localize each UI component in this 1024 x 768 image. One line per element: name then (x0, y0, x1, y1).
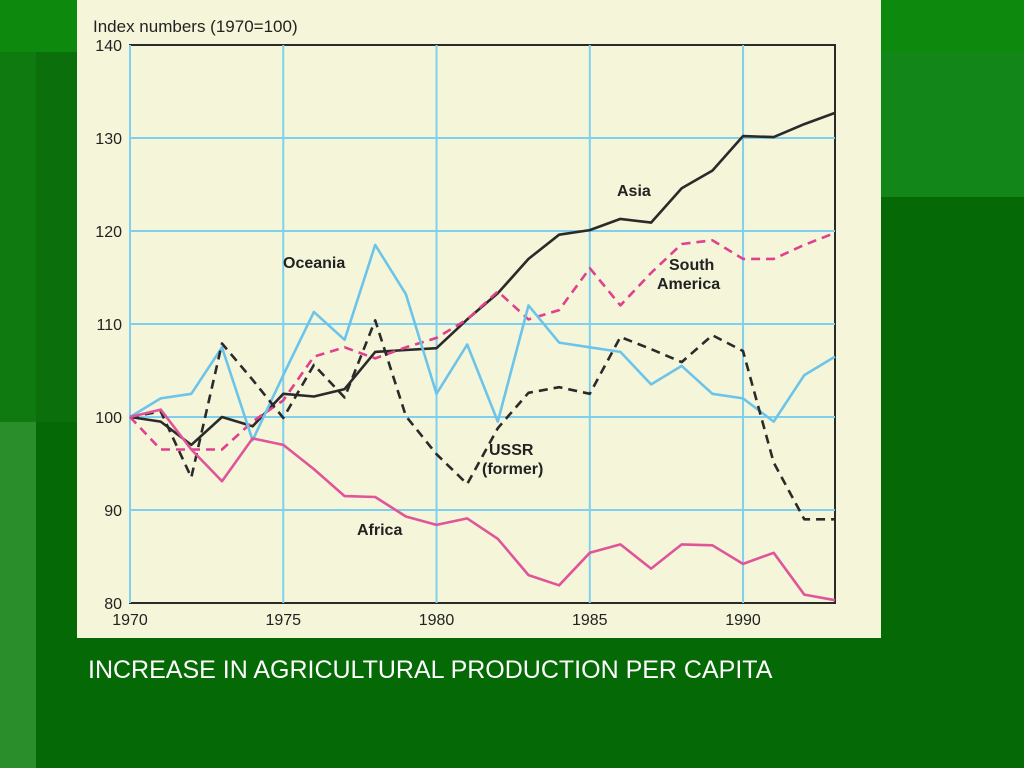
x-tick-label-1970: 1970 (112, 612, 148, 629)
annotation-america: America (657, 276, 720, 293)
annotations: Asia South America Oceania USSR (former)… (283, 183, 720, 539)
line-chart: Index numbers (1970=100) 1970 1975 1980 198… (93, 17, 836, 629)
annotation-oceania: Oceania (283, 255, 345, 272)
series-lines (129, 111, 836, 602)
background-right-band (880, 52, 1024, 197)
x-tick-label-1975: 1975 (265, 612, 301, 629)
annotation-ussr: USSR (489, 442, 534, 459)
tick-labels: 1970 1975 1980 1985 1990 80 90 100 110 120 130 140 (95, 38, 761, 629)
x-tick-label-1980: 1980 (419, 612, 455, 629)
y-tick-label-140: 140 (95, 38, 122, 55)
y-tick-label-100: 100 (95, 410, 122, 427)
annotation-asia: Asia (617, 183, 651, 200)
series-line-oceania (129, 243, 836, 442)
y-tick-label-110: 110 (96, 317, 122, 334)
y-tick-label-80: 80 (104, 596, 122, 613)
slide-caption: INCREASE IN AGRICULTURAL PRODUCTION PER … (88, 656, 773, 684)
annotation-south: South (669, 257, 714, 274)
series-line-ussr-former (129, 318, 835, 521)
background-left-strip-lower (0, 422, 36, 768)
series-line-africa (129, 408, 836, 602)
y-tick-label-90: 90 (104, 503, 122, 520)
annotation-former: (former) (482, 461, 543, 478)
y-tick-label-130: 130 (95, 131, 122, 148)
y-axis-label: Index numbers (1970=100) (93, 17, 298, 36)
x-tick-label-1990: 1990 (725, 612, 761, 629)
chart-panel: Index numbers (1970=100) 1970 1975 1980 198… (77, 0, 881, 638)
y-tick-label-120: 120 (95, 224, 122, 241)
annotation-africa: Africa (357, 522, 402, 539)
grid (129, 45, 835, 603)
x-tick-label-1985: 1985 (572, 612, 608, 629)
